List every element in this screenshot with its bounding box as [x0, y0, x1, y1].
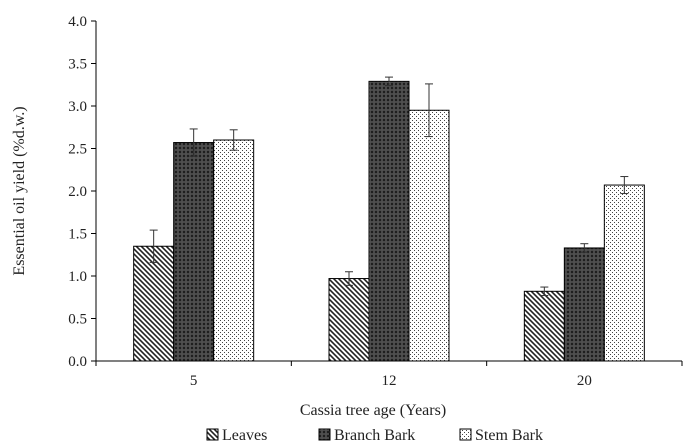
legend-label: Leaves [222, 427, 267, 444]
bar-stem-bark [213, 139, 255, 362]
y-tick-label: 1.5 [68, 227, 87, 243]
y-tick-label: 3.5 [68, 57, 87, 73]
x-tick-label: 5 [190, 373, 198, 389]
bar-stem-bark [603, 184, 645, 362]
x-axis-title: Cassia tree age (Years) [300, 402, 446, 419]
y-tick-label: 2.0 [68, 184, 87, 200]
legend-label: Stem Bark [475, 427, 543, 444]
bar-stem-bark [408, 109, 450, 362]
plot-area: 0.0 0.5 1.0 1.5 2.0 2.5 3.0 3.5 4.0 5 12 20 [68, 14, 683, 389]
bar-branch-bark [368, 80, 410, 362]
bar-leaves [133, 245, 175, 362]
legend-swatch [459, 428, 472, 441]
legend-swatch [206, 428, 219, 441]
legend-swatch [318, 428, 331, 441]
y-tick-label: 4.0 [68, 14, 87, 30]
legend: Leaves Branch Bark Stem Bark [206, 427, 543, 444]
legend-label: Branch Bark [334, 427, 415, 444]
bar-branch-bark [173, 142, 215, 362]
x-tick-label: 20 [577, 373, 592, 389]
bar-leaves [328, 278, 370, 362]
y-tick-label: 3.0 [68, 99, 87, 115]
y-axis-title: Essential oil yield (%d.w.) [11, 106, 28, 275]
y-tick-label: 1.0 [68, 269, 87, 285]
y-tick-label: 0.5 [68, 312, 87, 328]
x-tick-label: 12 [382, 373, 397, 389]
bar-leaves [523, 290, 565, 362]
y-tick-label: 2.5 [68, 142, 87, 158]
y-tick-label: 0.0 [68, 354, 87, 370]
bar-branch-bark [563, 247, 605, 362]
